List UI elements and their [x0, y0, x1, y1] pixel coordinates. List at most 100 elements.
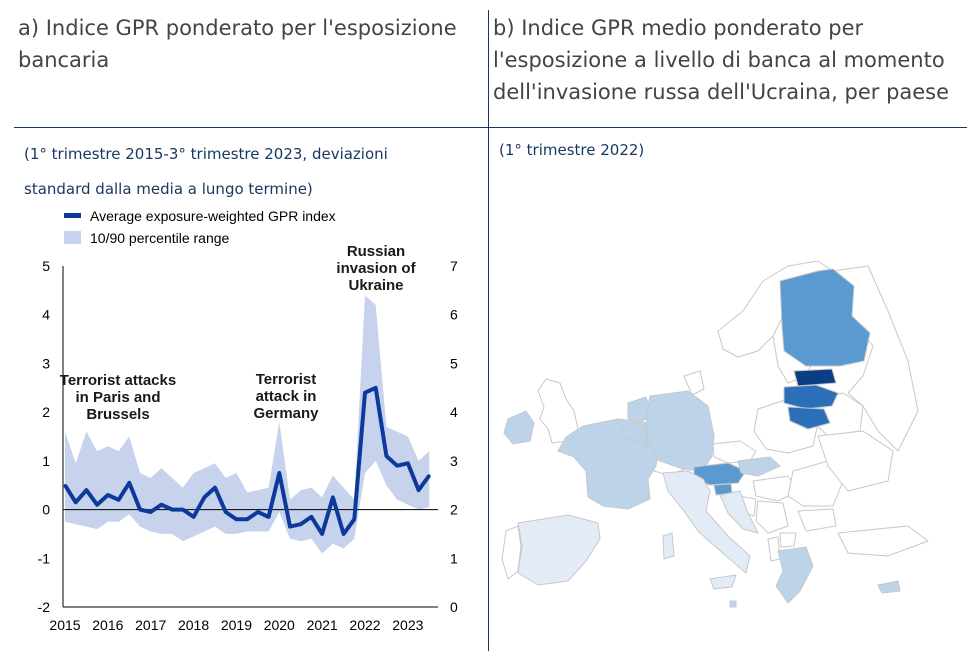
- gpr-point: [256, 510, 260, 514]
- y-left-tick-label: -1: [38, 550, 51, 566]
- gpr-point: [374, 386, 377, 389]
- gpr-point: [85, 488, 88, 492]
- europe-choropleth-map: [501, 260, 929, 608]
- y-right-tick-label: 4: [450, 404, 458, 420]
- x-tick-label: 2017: [135, 617, 166, 633]
- gpr-point: [192, 515, 195, 519]
- map-country-cyprus: [877, 580, 901, 594]
- map-country-spain: [517, 514, 601, 586]
- panel-a-title: a) Indice GPR ponderato per l'esposizion…: [18, 16, 457, 72]
- legend-line-swatch: [64, 213, 81, 218]
- annotation-line: invasion of: [336, 260, 416, 277]
- map-country-greece: [775, 546, 814, 604]
- annotation-line: Brussels: [86, 406, 149, 423]
- gpr-point: [95, 503, 99, 506]
- gpr-point: [106, 493, 110, 497]
- map-country-finland: [779, 268, 871, 367]
- x-tick-label: 2023: [392, 617, 423, 633]
- map-country-latvia: [783, 384, 839, 410]
- gpr-point: [299, 523, 302, 526]
- annotation-line: Germany: [253, 405, 319, 422]
- gpr-point: [428, 474, 431, 477]
- annotation-line: Russian: [347, 243, 405, 260]
- y-right-tick-label: 5: [450, 355, 458, 371]
- map-country-croatia: [719, 490, 759, 534]
- gpr-point: [245, 518, 249, 521]
- gpr-point: [181, 508, 185, 511]
- legend-band-swatch: [64, 231, 81, 244]
- map-country-malta: [729, 600, 737, 608]
- gpr-point: [278, 471, 281, 475]
- annotation-label: Terrorist attack in Germany: [253, 371, 319, 422]
- gpr-point: [353, 518, 356, 521]
- annotation-label: Terrorist attacks in Paris and Brussels: [60, 372, 176, 423]
- map-country-slovakia: [737, 456, 781, 477]
- gpr-point: [170, 508, 174, 511]
- gpr-point: [235, 518, 238, 521]
- gpr-point: [406, 462, 410, 465]
- y-right-tick-label: 2: [450, 502, 458, 518]
- gpr-line-chart: 5 4 3 2 1 0 -1 -2 7 6 5 4 3 2 1 0 2015 2016 2017 2018 2019 20…: [38, 208, 458, 633]
- x-tick-label: 2022: [349, 617, 380, 633]
- annotation-line: Terrorist attacks: [60, 372, 176, 389]
- legend-band-label: 10/90 percentile range: [90, 230, 230, 246]
- map-country-belgium: [620, 422, 649, 442]
- gpr-point: [320, 532, 324, 536]
- map-country-turkey: [837, 525, 929, 557]
- map-country-estonia: [793, 368, 837, 387]
- gpr-point: [385, 454, 388, 458]
- map-country-ireland: [503, 410, 535, 445]
- y-right-tick-label: 7: [450, 258, 458, 274]
- gpr-point: [63, 484, 67, 487]
- gpr-point: [363, 391, 367, 394]
- y-right-tick-label: 1: [450, 550, 458, 566]
- gpr-point: [203, 496, 206, 499]
- x-tick-label: 2019: [221, 617, 252, 633]
- map-country-albania: [767, 536, 781, 562]
- x-tick-label: 2016: [92, 617, 123, 633]
- map-country-italy: [662, 470, 751, 574]
- gpr-point: [395, 464, 399, 467]
- legend-line-label: Average exposure-weighted GPR index: [90, 208, 336, 224]
- annotation-line: attack in: [256, 388, 317, 405]
- gpr-point: [74, 501, 77, 504]
- x-tick-label: 2018: [178, 617, 209, 633]
- map-country-lithuania: [787, 406, 831, 430]
- panel-b-title: b) Indice GPR medio ponderato per l'espo…: [493, 16, 950, 104]
- map-country-ukraine: [817, 430, 894, 492]
- map-country-serbia: [755, 500, 789, 534]
- gpr-point: [213, 486, 217, 489]
- gpr-point: [160, 503, 163, 506]
- gpr-point: [149, 510, 152, 514]
- gpr-point: [117, 498, 120, 501]
- map-country-bulgaria: [797, 508, 837, 532]
- gpr-point: [342, 532, 345, 536]
- column-divider: [488, 10, 489, 651]
- map-country-italy: [662, 532, 675, 560]
- panel-a-subtitle: (1° trimestre 2015-3° trimestre 2023, de…: [24, 145, 388, 198]
- map-country-north-macedonia: [779, 532, 797, 548]
- y-left-tick-label: -2: [38, 599, 51, 615]
- y-left-tick-label: 0: [42, 502, 50, 518]
- gpr-point: [128, 481, 131, 484]
- header-divider: [14, 127, 967, 128]
- y-left-tick-label: 3: [42, 355, 50, 371]
- gpr-point: [417, 488, 420, 492]
- gpr-point: [138, 508, 142, 511]
- gpr-point: [224, 510, 227, 514]
- annotation-line: Ukraine: [348, 277, 403, 294]
- y-left-tick-label: 4: [42, 307, 50, 323]
- annotation-line: Terrorist: [256, 371, 317, 388]
- annotation-line: in Paris and: [75, 389, 160, 406]
- percentile-band: [65, 295, 430, 554]
- y-left-tick-label: 5: [42, 258, 50, 274]
- x-tick-label: 2015: [49, 617, 80, 633]
- annotation-label: Russian invasion of Ukraine: [336, 243, 416, 294]
- map-country-italy: [709, 574, 737, 590]
- map-country-denmark: [683, 370, 705, 396]
- gpr-point: [288, 525, 292, 528]
- gpr-point: [331, 496, 335, 499]
- y-left-tick-label: 1: [42, 453, 50, 469]
- y-right-tick-label: 3: [450, 453, 458, 469]
- panel-b-subtitle: (1° trimestre 2022): [499, 141, 645, 159]
